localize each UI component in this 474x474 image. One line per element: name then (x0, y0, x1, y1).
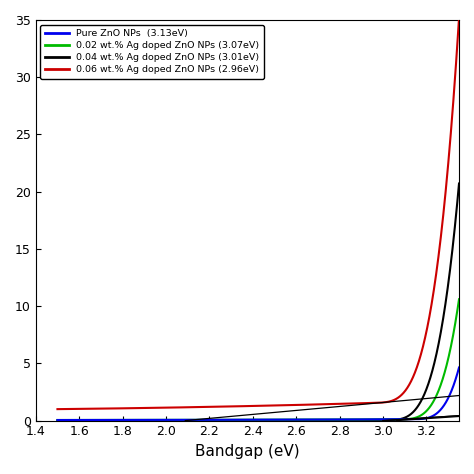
X-axis label: Bandgap (eV): Bandgap (eV) (195, 444, 300, 459)
Legend: Pure ZnO NPs  (3.13eV), 0.02 wt.% Ag doped ZnO NPs (3.07eV), 0.04 wt.% Ag doped : Pure ZnO NPs (3.13eV), 0.02 wt.% Ag dope… (40, 25, 264, 79)
